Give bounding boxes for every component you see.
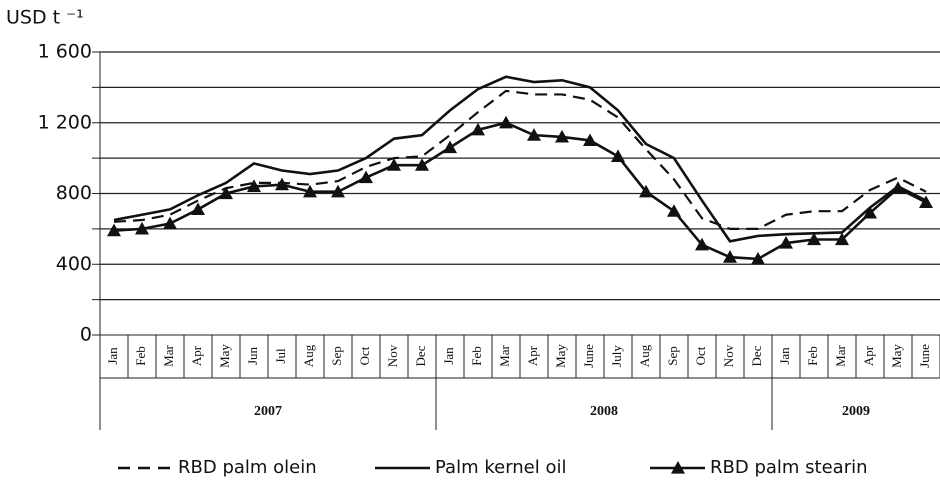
x-tick-label: Apr	[189, 345, 204, 366]
x-tick-label: Jan	[105, 347, 120, 365]
marker	[135, 221, 149, 235]
x-tick-label: May	[217, 344, 232, 368]
marker	[863, 205, 877, 219]
x-tick-label: Nov	[721, 344, 736, 367]
series-line	[113, 89, 927, 230]
y-tick-label: 0	[80, 324, 92, 346]
x-tick-label: Jan	[777, 347, 792, 365]
x-tick-label: Apr	[861, 345, 876, 366]
x-tick-label: Jul	[273, 348, 288, 364]
marker	[779, 236, 793, 249]
group-label: 2007	[254, 404, 282, 419]
x-tick-label: May	[553, 344, 568, 368]
marker	[751, 251, 765, 265]
marker	[219, 186, 233, 200]
marker	[247, 179, 261, 193]
marker	[555, 129, 569, 143]
marker	[919, 195, 933, 208]
marker	[835, 232, 849, 246]
x-tick-label: Mar	[161, 345, 176, 367]
x-tick-label: Mar	[497, 345, 512, 367]
legend-label: RBD palm olein	[178, 457, 317, 478]
legend-label: Palm kernel oil	[435, 457, 567, 478]
y-tick-label: 400	[56, 253, 92, 275]
marker	[639, 184, 653, 198]
y-tick-label: 1 600	[38, 41, 92, 63]
legend-label: RBD palm stearin	[710, 457, 868, 478]
marker	[695, 237, 709, 251]
y-axis-label: USD t ⁻¹	[6, 7, 84, 29]
x-tick-label: May	[889, 344, 904, 368]
y-tick-label: 1 200	[38, 111, 92, 133]
x-tick-label: Jun	[245, 346, 260, 365]
marker	[891, 181, 905, 194]
x-tick-label: Sep	[329, 346, 344, 366]
series-line	[113, 75, 927, 243]
x-tick-label: Oct	[693, 346, 708, 365]
x-tick-label: Nov	[385, 344, 400, 367]
x-tick-label: Feb	[133, 346, 148, 366]
marker	[415, 158, 429, 171]
x-tick-label: Aug	[301, 344, 316, 367]
x-tick-label: Oct	[357, 346, 372, 365]
marker	[499, 115, 513, 129]
legend-marker	[671, 461, 685, 474]
x-tick-label: July	[609, 345, 624, 367]
x-tick-label: Dec	[413, 345, 428, 366]
marker	[583, 133, 597, 147]
group-label: 2008	[590, 404, 618, 419]
x-tick-label: June	[581, 344, 596, 368]
x-tick-label: Aug	[637, 344, 652, 367]
marker	[331, 184, 345, 198]
x-tick-label: Sep	[665, 346, 680, 366]
marker	[443, 140, 457, 154]
x-tick-label: June	[917, 344, 932, 368]
marker	[275, 177, 289, 191]
marker	[191, 202, 205, 216]
x-tick-label: Apr	[525, 345, 540, 366]
x-tick-label: Jan	[441, 347, 456, 365]
marker	[163, 216, 177, 230]
marker	[107, 223, 121, 237]
marker	[527, 128, 541, 141]
y-tick-label: 800	[56, 182, 92, 204]
x-tick-label: Mar	[833, 345, 848, 367]
marker	[611, 149, 625, 162]
marker	[667, 204, 681, 217]
marker	[387, 158, 401, 171]
marker	[359, 170, 373, 184]
x-tick-label: Dec	[749, 345, 764, 366]
series-line	[113, 121, 927, 261]
marker	[471, 122, 485, 136]
marker	[303, 184, 317, 198]
x-tick-label: Feb	[469, 346, 484, 366]
marker	[807, 232, 821, 246]
x-tick-label: Feb	[805, 346, 820, 366]
group-label: 2009	[842, 404, 870, 419]
marker	[723, 250, 737, 263]
